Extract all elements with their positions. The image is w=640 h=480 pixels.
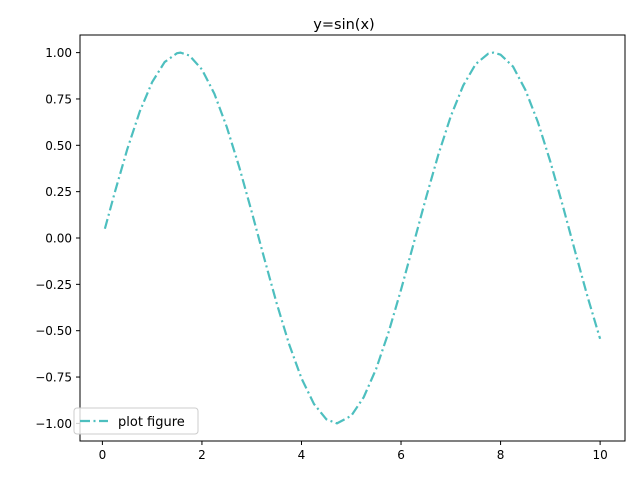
x-tick-label: 10: [592, 448, 607, 462]
y-tick-label: 0.50: [45, 139, 72, 153]
x-axis-ticks: 0 2 4 6 8 10: [99, 441, 608, 462]
y-tick-label: −1.00: [35, 417, 72, 431]
legend-box: [73, 407, 199, 435]
legend: plot figure: [73, 407, 199, 435]
series-line-1: [103, 51, 602, 425]
y-tick-label: −0.25: [35, 278, 72, 292]
chart-title: y=sin(x): [313, 17, 374, 33]
y-tick-label: 0.25: [45, 185, 72, 199]
x-tick-label: 4: [298, 448, 306, 462]
x-tick-label: 8: [497, 448, 505, 462]
plot-area-frame: [79, 34, 626, 442]
series-layer: [103, 51, 602, 425]
y-tick-label: −0.50: [35, 324, 72, 338]
x-tick-label: 2: [198, 448, 206, 462]
y-tick-label: 0.75: [45, 92, 72, 106]
y-axis-ticks: −1.00 −0.75 −0.50 −0.25 0.00 0.25 0.50 0.75 1.00: [35, 46, 80, 431]
x-tick-label: 6: [397, 448, 405, 462]
y-tick-label: 1.00: [45, 46, 72, 60]
legend-label: plot figure: [118, 415, 185, 430]
y-tick-label: 0.00: [45, 232, 72, 246]
y-tick-label: −0.75: [35, 371, 72, 385]
x-tick-label: 0: [99, 448, 107, 462]
